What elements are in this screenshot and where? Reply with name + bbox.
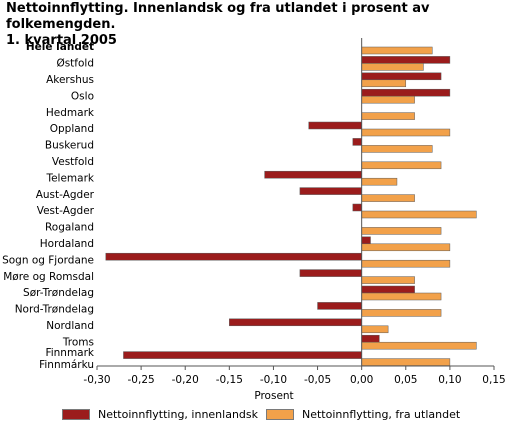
category-label-17: Nordland	[46, 320, 94, 332]
x-tick-label-6: 0,00	[350, 374, 373, 386]
category-label-0: Hele landet	[26, 41, 94, 53]
bar-utlandet-15	[361, 292, 442, 301]
bar-utlandet-9	[361, 194, 415, 202]
bar-utlandet-12	[361, 243, 451, 252]
category-label-16: Nord-Trøndelag	[15, 304, 94, 316]
bar-utlandet-8	[361, 177, 398, 186]
legend-label-innenlandsk: Nettoinnflytting, innenlandsk	[98, 408, 259, 421]
bar-utlandet-5	[361, 128, 451, 137]
x-tick-label-3: -0,15	[216, 374, 243, 386]
category-label-4: Hedmark	[46, 107, 95, 119]
legend-label-utlandet: Nettoinnflytting, fra utlandet	[302, 408, 461, 421]
bar-innenlandsk-8	[264, 170, 362, 179]
category-label-7: Vestfold	[52, 156, 94, 168]
bar-innenlandsk-2	[361, 72, 442, 81]
legend-item-innenlandsk: Nettoinnflytting, innenlandsk	[62, 408, 258, 421]
bar-innenlandsk-3	[361, 88, 451, 97]
x-axis-title: Prosent	[254, 390, 293, 402]
bar-utlandet-3	[361, 95, 415, 104]
bar-innenlandsk-17	[229, 318, 362, 327]
category-label-19: Finnmark Finnmárku	[39, 347, 95, 371]
category-label-18: Troms	[62, 336, 94, 348]
bar-utlandet-18	[361, 341, 477, 350]
bar-utlandet-13	[361, 259, 451, 268]
category-label-2: Akershus	[46, 74, 94, 86]
category-label-14: Møre og Romsdal	[3, 271, 94, 283]
bar-utlandet-16	[361, 309, 442, 317]
category-label-3: Oslo	[71, 90, 94, 102]
category-label-6: Buskerud	[45, 140, 94, 152]
legend-item-utlandet: Nettoinnflytting, fra utlandet	[266, 408, 460, 421]
legend-swatch-utlandet	[266, 409, 294, 420]
category-label-12: Hordaland	[40, 238, 94, 250]
legend-swatch-innenlandsk	[62, 409, 90, 420]
bar-utlandet-1	[361, 63, 424, 71]
x-tick-label-8: 0,10	[438, 374, 461, 386]
category-label-5: Oppland	[50, 123, 94, 135]
bar-innenlandsk-16	[317, 302, 362, 310]
bar-utlandet-17	[361, 325, 389, 334]
bar-utlandet-0	[361, 46, 433, 55]
x-tick-label-4: -0,10	[260, 374, 287, 386]
bar-innenlandsk-10	[352, 203, 362, 212]
chart-title-line1: Nettoinnflytting. Innenlandsk og fra utl…	[6, 1, 430, 32]
x-tick-label-2: -0,20	[172, 374, 199, 386]
bar-utlandet-10	[361, 210, 477, 219]
bar-innenlandsk-18	[361, 334, 380, 343]
x-tick-label-9: 0,15	[482, 374, 505, 386]
bar-utlandet-11	[361, 227, 442, 235]
category-label-13: Sogn og Fjordane	[2, 254, 94, 266]
bar-innenlandsk-1	[361, 56, 451, 64]
category-label-1: Østfold	[56, 58, 94, 70]
bar-utlandet-4	[361, 112, 415, 120]
x-tick-label-7: 0,05	[394, 374, 417, 386]
category-label-8: Telemark	[45, 172, 94, 184]
bar-innenlandsk-6	[352, 138, 362, 146]
bar-utlandet-2	[361, 79, 407, 88]
category-label-10: Vest-Agder	[37, 205, 95, 217]
bar-utlandet-6	[361, 145, 433, 153]
bar-innenlandsk-19	[123, 351, 362, 359]
x-tick-label-1: -0,25	[128, 374, 155, 386]
category-label-15: Sør-Trøndelag	[23, 287, 94, 299]
bar-innenlandsk-9	[299, 187, 362, 195]
bar-utlandet-19	[361, 358, 451, 366]
bar-innenlandsk-15	[361, 285, 415, 294]
bar-utlandet-7	[361, 161, 442, 170]
x-tick-label-5: -0,05	[304, 374, 331, 386]
category-label-9: Aust-Agder	[36, 189, 95, 201]
bar-innenlandsk-5	[308, 121, 362, 130]
bar-utlandet-14	[361, 276, 415, 284]
x-tick-label-0: -0,30	[83, 374, 110, 386]
chart-title-line2: 1. kvartal 2005	[6, 33, 117, 48]
bar-innenlandsk-12	[361, 236, 371, 245]
bar-innenlandsk-14	[299, 269, 362, 277]
category-label-11: Rogaland	[45, 222, 94, 234]
chart-title: Nettoinnflytting. Innenlandsk og fra utl…	[6, 1, 506, 49]
bar-innenlandsk-13	[105, 252, 362, 261]
